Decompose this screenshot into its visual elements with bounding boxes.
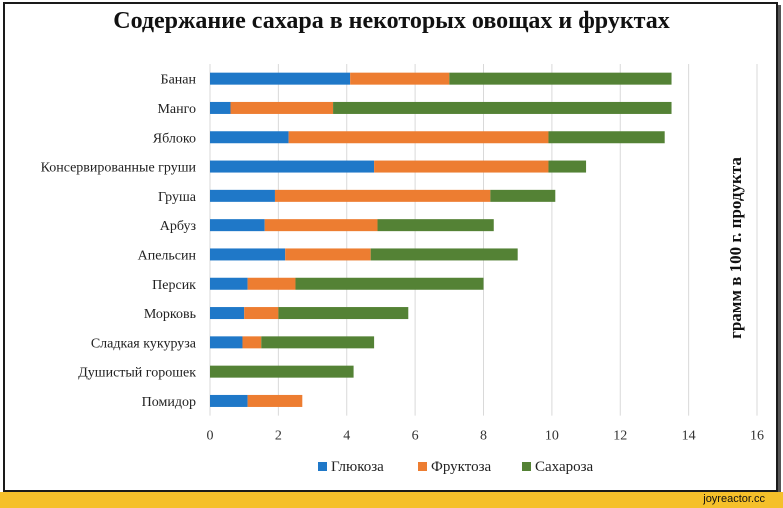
category-label: Яблоко [153,131,196,146]
bar-segment [264,219,378,232]
legend-label: Глюкоза [331,459,384,475]
bar-segment [490,189,556,202]
bar-segment [210,394,248,407]
bar-chart: 0 2 4 6 8 10 12 14 16 Банан Манго Яблоко Консервиров… [41,64,764,475]
y-axis-label: грамм в 100 г. продукта [726,157,745,339]
bar-segment [244,307,279,320]
bar-segment [230,101,334,114]
site-footer-bar: joyreactor.cc [0,492,783,508]
x-tick-label: 2 [275,429,282,444]
bar-segment [261,336,375,349]
bar-segment [333,101,672,114]
x-tick-label: 16 [750,429,764,444]
bar-segment [242,336,262,349]
category-label: Груша [158,190,197,205]
legend-label: Фруктоза [431,459,492,475]
bar-segment [285,248,371,261]
bar-segment [295,277,484,290]
bar-segment [210,189,275,202]
bar-segment [210,160,375,173]
x-tick-label: 8 [480,429,487,444]
legend-swatch [318,462,327,471]
bar-segment [210,365,354,378]
bar-segment [374,160,549,173]
bar-segment [449,72,672,85]
bar-segment [548,131,665,144]
category-label: Персик [152,278,196,293]
bar-segment [210,248,286,261]
category-label: Сладкая кукуруза [91,336,197,351]
bar-segment [274,189,491,202]
legend-swatch [418,462,427,471]
x-tick-label: 14 [682,429,696,444]
x-tick-label: 0 [207,429,214,444]
x-tick-label: 4 [343,429,350,444]
x-tick-label: 6 [412,429,419,444]
chart-title: Содержание сахара в некоторых овощах и ф… [113,8,670,34]
legend-swatch [522,462,531,471]
bar-segment [288,131,549,144]
bar-segment [370,248,518,261]
bar-segment [247,277,296,290]
legend-label: Сахароза [535,459,594,475]
bar-segment [247,394,303,407]
bar-segment [210,131,289,144]
bar-segment [210,72,351,85]
x-tick-label: 12 [613,429,627,444]
category-label: Апельсин [138,248,197,263]
bar-segment [210,219,265,232]
category-label: Морковь [144,307,196,322]
category-label: Консервированные груши [41,161,197,176]
category-label: Арбуз [160,219,197,234]
bar-segment [210,307,245,320]
x-tick-label: 10 [545,429,559,444]
bar-segment [377,219,494,232]
site-watermark: joyreactor.cc [703,493,765,505]
bar-segment [350,72,450,85]
category-label: Банан [161,73,197,88]
bar-segment [210,101,231,114]
category-label: Помидор [142,395,196,410]
bar-segment [548,160,587,173]
category-label: Душистый горошек [78,366,196,381]
bar-segment [210,336,243,349]
bar-segment [210,277,248,290]
category-label: Манго [157,102,196,117]
bar-segment [278,307,409,320]
